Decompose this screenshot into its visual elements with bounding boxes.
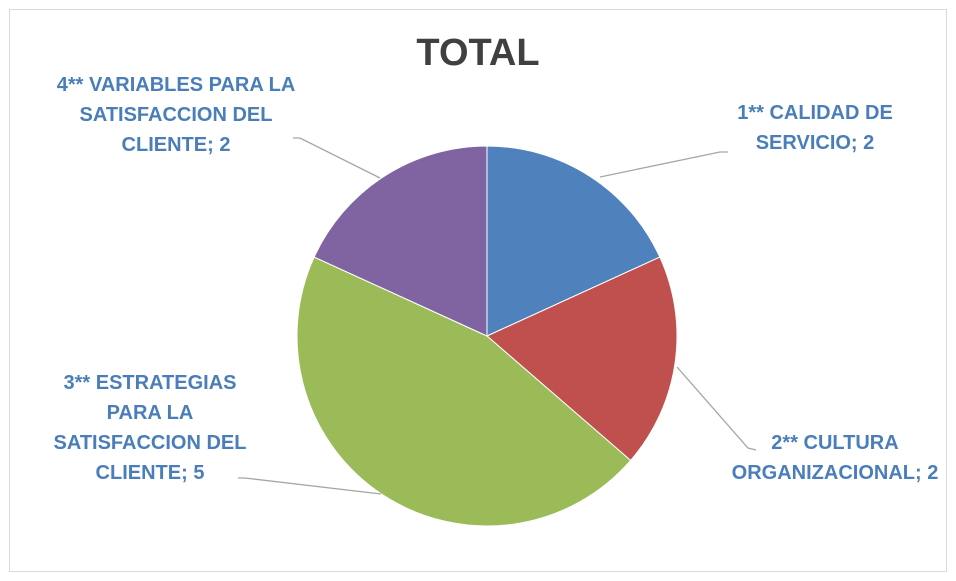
data-label: 1** CALIDAD DE SERVICIO; 2 — [737, 102, 893, 154]
pie-slice — [296, 256, 632, 527]
data-label: 3** ESTRATEGIAS PARA LA SATISFACCION DEL… — [53, 372, 247, 484]
leader-line — [599, 151, 728, 178]
leader-line — [293, 137, 381, 179]
data-label: 2** CULTURA ORGANIZACIONAL; 2 — [731, 432, 939, 484]
leader-line — [676, 366, 757, 451]
chart-border — [9, 9, 947, 572]
leader-lines — [238, 137, 757, 495]
leader-line — [238, 477, 382, 495]
slices — [296, 145, 678, 527]
data-label: 4** VARIABLES PARA LA SATISFACCION DEL C… — [56, 74, 296, 156]
pie-slice — [486, 256, 678, 462]
pie-slice — [313, 145, 488, 337]
pie-slice — [486, 145, 661, 337]
chart-title: TOTAL — [416, 32, 540, 74]
